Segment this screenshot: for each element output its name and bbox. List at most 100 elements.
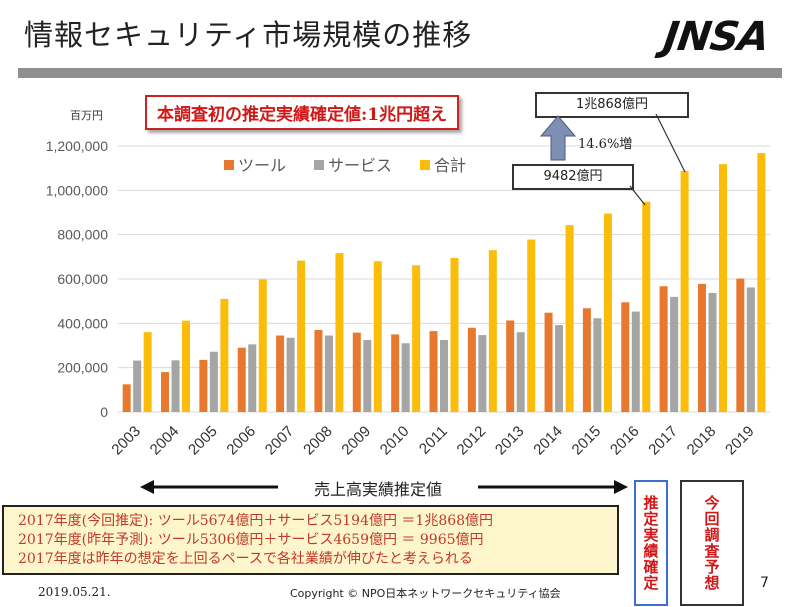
bar-2003-2: [143, 332, 152, 412]
bar-2017-1: [670, 296, 679, 412]
y-tick-label: 800,000: [57, 227, 108, 243]
y-tick-label: 200,000: [57, 360, 108, 376]
x-tick-label: 2017: [645, 423, 681, 459]
bar-2016-1: [631, 311, 640, 412]
x-tick-label: 2008: [300, 423, 336, 459]
legend-swatch: [420, 160, 430, 170]
x-tick-label: 2011: [416, 423, 451, 458]
bar-2003-0: [122, 384, 131, 412]
x-tick-label: 2018: [684, 423, 720, 459]
callout-2016-total: 9482億円: [512, 164, 634, 190]
footer-copyright: Copyright © NPO日本ネットワークセキュリティ協会: [290, 587, 561, 600]
bar-2007-0: [276, 335, 285, 412]
callout-2017-total: 1兆868億円: [535, 92, 689, 118]
bar-2009-2: [373, 261, 382, 412]
legend-swatch: [224, 160, 234, 170]
x-tick-label: 2012: [454, 423, 490, 459]
x-tick-label: 2009: [339, 423, 375, 459]
footer-date: 2019.05.21.: [38, 585, 111, 599]
bar-2014-1: [555, 325, 564, 412]
bar-2004-1: [171, 360, 180, 412]
bar-2012-1: [478, 335, 487, 412]
bar-2016-2: [642, 201, 651, 412]
range-label: 売上高実績推定値: [278, 476, 478, 500]
bar-2015-1: [593, 318, 602, 412]
bar-2010-0: [391, 334, 400, 412]
bar-2015-2: [603, 213, 612, 412]
bar-2010-2: [412, 265, 421, 412]
x-tick-label: 2006: [223, 423, 259, 459]
title-divider: [18, 68, 782, 78]
bar-2009-1: [363, 339, 372, 412]
bar-2018-2: [718, 164, 727, 412]
y-axis-unit-label: 百万円: [70, 109, 103, 122]
bar-2005-1: [209, 351, 218, 412]
y-tick-label: 600,000: [57, 271, 108, 287]
slide-title: 情報セキュリティ市場規模の推移: [24, 18, 473, 52]
legend-label: サービス: [328, 156, 392, 175]
bar-2011-1: [440, 339, 448, 412]
bar-2013-0: [506, 320, 515, 412]
bar-2018-1: [708, 292, 717, 412]
bar-2018-0: [697, 283, 706, 412]
bar-2012-0: [467, 327, 476, 412]
bar-2008-2: [335, 253, 344, 412]
bar-2004-0: [161, 372, 170, 412]
note-line: 2017年度(今回推定): ツール5674億円＋サービス5194億円 ＝1兆86…: [18, 513, 494, 529]
bar-2016-0: [621, 302, 630, 412]
notes-box: 2017年度(今回推定): ツール5674億円＋サービス5194億円 ＝1兆86…: [2, 505, 619, 575]
y-tick-label: 0: [100, 404, 108, 420]
confirmed-estimate-box: 推定実績確定: [634, 480, 668, 606]
bar-2008-0: [314, 329, 323, 412]
bar-2014-0: [544, 312, 553, 412]
bar-2005-2: [220, 298, 229, 412]
bar-2019-1: [746, 287, 755, 412]
bar-2012-2: [488, 250, 497, 412]
legend-swatch: [314, 160, 324, 170]
bar-2017-0: [659, 286, 668, 412]
x-tick-label: 2016: [607, 423, 643, 459]
y-tick-label: 1,200,000: [46, 138, 108, 154]
bar-2007-1: [286, 337, 295, 412]
bar-2006-1: [248, 344, 257, 412]
x-tick-label: 2019: [722, 423, 758, 459]
x-tick-label: 2007: [262, 423, 298, 459]
bar-2004-2: [182, 320, 191, 412]
note-line: 2017年度は昨年の想定を上回るペースで各社業績が伸びたと考えられる: [18, 551, 473, 567]
page-number: 7: [760, 575, 769, 591]
bar-2011-2: [450, 257, 459, 412]
bar-2019-0: [736, 278, 745, 412]
bar-2008-1: [324, 335, 333, 412]
bar-2009-0: [352, 332, 361, 412]
bar-chart: 0 200,000 400,000 600,000 800,000 1,000,000 1,…: [46, 138, 770, 459]
x-tick-label: 2005: [185, 423, 221, 459]
note-line: 2017年度(昨年予測): ツール5306億円＋サービス4659億円 ＝ 996…: [18, 532, 484, 548]
sales-estimate-range: 売上高実績推定値: [138, 475, 630, 500]
bar-2013-1: [516, 332, 525, 412]
x-tick-label: 2003: [108, 423, 144, 459]
bar-2013-2: [527, 239, 536, 412]
bar-2011-0: [429, 331, 438, 412]
legend-label: ツール: [238, 156, 286, 175]
growth-label: 14.6%増: [578, 137, 633, 152]
bar-2006-0: [237, 347, 246, 412]
x-tick-label: 2015: [569, 423, 605, 459]
x-tick-label: 2004: [147, 423, 183, 459]
bar-2006-2: [258, 279, 267, 412]
bar-2015-0: [582, 308, 591, 412]
bar-2019-2: [757, 153, 766, 413]
bar-2017-2: [680, 171, 689, 412]
bar-2014-2: [565, 225, 574, 412]
bar-2005-0: [199, 359, 208, 412]
x-tick-label: 2014: [530, 423, 566, 459]
bar-2010-1: [401, 343, 410, 412]
y-tick-label: 1,000,000: [46, 182, 108, 198]
x-tick-label: 2013: [492, 423, 528, 459]
x-tick-label: 2010: [377, 423, 413, 459]
legend-label: 合計: [434, 156, 466, 175]
y-tick-label: 400,000: [57, 315, 108, 331]
bar-2007-2: [297, 260, 306, 412]
survey-forecast-box: 今回調査予想: [680, 480, 744, 606]
bar-2003-1: [133, 360, 142, 412]
headline-banner: 本調査初の推定実績確定値:1兆円超え: [145, 95, 460, 130]
